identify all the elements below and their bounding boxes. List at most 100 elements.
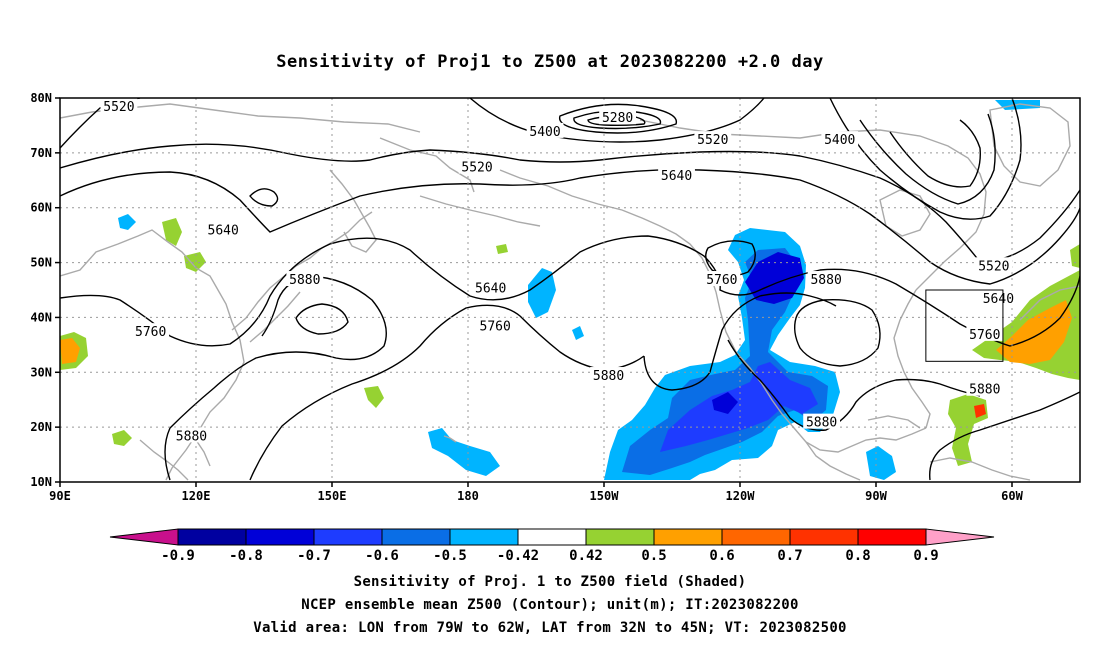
lon-axis: 90E 120E 150E 180 150W 120W 90W 60W <box>49 482 1024 503</box>
negative-shade-strong <box>660 362 818 452</box>
contour-label: 5760 <box>480 320 511 335</box>
contour-label: 5400 <box>529 125 560 140</box>
colorbar-segment <box>789 528 859 546</box>
colorbar-segment <box>449 528 519 546</box>
coast-south-america <box>929 457 1031 481</box>
positive-shade-orange-bermuda <box>974 404 986 418</box>
caption-line-2: NCEP ensemble mean Z500 (Contour); unit(… <box>301 597 799 613</box>
contour-label-bg <box>204 221 242 237</box>
contour-label-bg <box>476 317 514 333</box>
contour-label: 5640 <box>661 169 692 184</box>
contour-label-bg <box>599 109 636 125</box>
sensitivity-shading <box>60 100 1080 480</box>
valid-area-box <box>925 289 1004 362</box>
negative-shade-max-2 <box>712 392 738 414</box>
contour-5640-b <box>249 188 279 207</box>
colorbar-label: 0.5 <box>641 548 666 564</box>
colorbar-segment <box>857 528 927 546</box>
contour-5520-b <box>60 143 1080 263</box>
coast-japan-2 <box>249 291 301 343</box>
lat-tick-label: 70N <box>30 146 52 160</box>
contour-label: 5880 <box>969 383 1000 398</box>
contour-5400-d <box>889 119 981 188</box>
coast-gulf-mexico <box>805 427 927 453</box>
contour-label: 5880 <box>176 429 207 444</box>
lat-tick-label: 50N <box>30 256 52 270</box>
lat-tick-label: 80N <box>30 91 52 105</box>
contour-5880-d <box>643 292 837 391</box>
coast-cuba <box>867 415 921 429</box>
contour-label-bg <box>807 271 845 287</box>
contour-label-bg <box>966 325 1004 341</box>
contour-label: 5760 <box>969 328 1000 343</box>
colorbar-segment <box>313 528 383 546</box>
lon-tick-label: 60W <box>1001 489 1023 503</box>
contour-label-bg <box>658 166 695 182</box>
colorbar-label: 0.6 <box>709 548 734 564</box>
contour-label: 5640 <box>208 224 239 239</box>
colorbar-segment <box>517 528 587 546</box>
positive-shade-green-small-3 <box>364 386 384 408</box>
negative-shade-light-midpacific <box>528 268 556 318</box>
map-frame <box>59 97 1081 483</box>
coast-europe-edge <box>1019 285 1080 321</box>
lat-tick-label: 10N <box>30 475 52 489</box>
colorbar-label: 0.7 <box>777 548 802 564</box>
positive-shade-orange-atlantic <box>996 300 1072 364</box>
lat-axis: 80N 70N 60N 50N 40N 30N 20N 10N <box>30 91 60 489</box>
map-title: Sensitivity of Proj1 to Z500 at 20230822… <box>276 52 824 72</box>
negative-shade-mid <box>622 248 828 475</box>
contour-label: 5880 <box>289 273 320 288</box>
contour-label-bg <box>472 279 510 295</box>
coast-central-america <box>805 441 861 481</box>
contour-5880-b <box>295 303 349 335</box>
contour-label-bg <box>821 131 859 147</box>
lon-tick-label: 150E <box>318 489 347 503</box>
lon-tick-label: 90E <box>49 489 71 503</box>
contour-label-bg <box>975 257 1013 273</box>
contour-5880-g <box>929 391 1080 481</box>
contour-label-bg <box>286 271 324 287</box>
lon-tick-label: 120E <box>182 489 211 503</box>
negative-shade-light-spot <box>572 326 584 340</box>
colorbar-segment <box>585 528 655 546</box>
colorbar-label: -0.9 <box>161 548 195 564</box>
positive-shade-green-small-4 <box>112 430 132 446</box>
contour-label-bg <box>526 122 564 138</box>
contour-label-bg <box>100 98 138 114</box>
coast-greenland <box>989 103 1071 187</box>
caption-line-3: Valid area: LON from 79W to 62W, LAT fro… <box>253 620 847 636</box>
contour-label: 5520 <box>978 259 1009 274</box>
contour-label: 5520 <box>103 100 134 115</box>
lon-tick-label: 120W <box>726 489 756 503</box>
coast-hudson <box>879 189 931 237</box>
contour-label-bg <box>173 427 210 443</box>
contour-5760-b <box>705 240 756 277</box>
contour-label: 5880 <box>593 369 624 384</box>
lat-tick-label: 30N <box>30 365 52 379</box>
contour-label: 5880 <box>806 416 837 431</box>
contour-label-bg <box>803 413 840 429</box>
colorbar-label: -0.6 <box>365 548 399 564</box>
colorbar-label: -0.5 <box>433 548 467 564</box>
contour-5880-a <box>164 275 387 481</box>
contour-label: 5760 <box>706 273 737 288</box>
colorbar-segment <box>245 528 315 546</box>
coast-kamchatka <box>329 169 377 253</box>
contour-5400-b <box>829 98 1022 220</box>
contour-5880-f <box>727 339 981 431</box>
contour-5760-a <box>60 235 1080 347</box>
caption-line-1: Sensitivity of Proj. 1 to Z500 field (Sh… <box>353 574 747 590</box>
contour-label-bg <box>980 290 1017 306</box>
contour-5880-e <box>793 299 881 367</box>
contour-label: 5520 <box>461 161 492 176</box>
colorbar-segment <box>177 528 247 546</box>
coast-aleutians <box>419 195 541 227</box>
negative-shade-max <box>745 252 804 304</box>
lon-tick-label: 180 <box>457 489 479 503</box>
lat-tick-label: 40N <box>30 310 52 324</box>
colorbar-low-triangle <box>109 528 179 546</box>
contour-5280-a <box>558 103 678 134</box>
contour-labels: 5520 5280 5400 5520 5400 5520 5640 5640 5520 5880… <box>100 98 1017 444</box>
lon-tick-label: 150W <box>590 489 620 503</box>
